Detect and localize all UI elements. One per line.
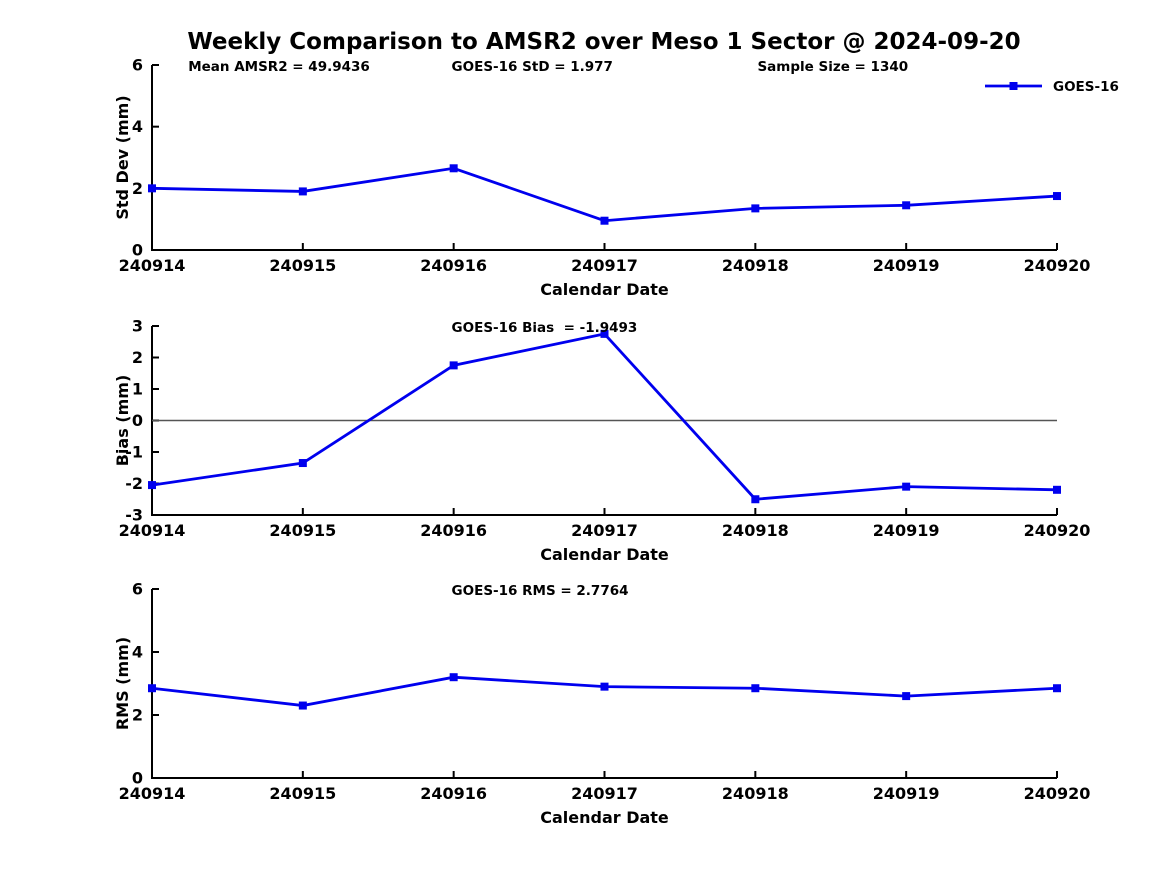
goes16-marker [1053,485,1061,494]
goes16-marker [148,481,156,490]
y-tick-label: -3 [125,506,143,525]
y-axis-label: Bias (mm) [113,375,132,467]
figure-title: Weekly Comparison to AMSR2 over Meso 1 S… [187,29,1020,55]
y-tick-label: 2 [132,706,143,725]
x-axis-label: Calendar Date [540,808,669,827]
y-tick-label: 1 [132,380,143,399]
goes16-marker [751,204,760,213]
y-tick-label: 6 [132,56,143,75]
x-tick-label: 240918 [722,256,789,275]
goes16-line [151,332,1058,501]
charts-root: 0 2 4 6 240914 240915 240916 240917 240918 240919… [113,56,1119,828]
x-tick-label: 240915 [269,521,336,540]
annotation: Sample Size = 1340 [757,59,908,75]
y-tick-label: 6 [132,580,143,599]
goes16-marker [148,684,156,693]
goes16-marker [1053,684,1061,693]
x-axis-label: Calendar Date [540,545,669,564]
goes16-marker [751,495,760,504]
bias-chart: -3 -2 -1 0 1 2 3 240914 240915 240916 240917 240918… [113,317,1090,565]
x-tick-label: 240920 [1024,784,1091,803]
y-axis-label: Std Dev (mm) [113,95,132,219]
goes16-marker [751,684,760,693]
goes16-marker [298,701,307,710]
x-tick-label: 240917 [571,256,638,275]
legend-label: GOES-16 [1053,79,1119,95]
goes16-marker [148,184,156,193]
x-tick-label: 240916 [420,256,487,275]
y-tick-label: 4 [132,643,143,662]
legend-marker [1009,82,1018,90]
y-axis-label: RMS (mm) [113,637,132,730]
x-tick-label: 240920 [1024,256,1091,275]
goes16-marker [902,692,911,701]
x-tick-label: 240914 [119,784,186,803]
x-tick-label: 240919 [873,256,940,275]
x-tick-label: 240918 [722,784,789,803]
goes16-marker [600,682,609,691]
y-tick-label: 3 [132,317,143,336]
goes16-marker [600,329,609,338]
annotation: GOES-16 Bias = -1.9493 [452,320,638,336]
y-tick-label: 2 [132,348,143,367]
goes16-marker [902,482,911,491]
x-tick-label: 240919 [873,784,940,803]
x-tick-label: 240916 [420,521,487,540]
annotation: Mean AMSR2 = 49.9436 [188,59,370,75]
y-tick-label: 4 [132,117,143,136]
goes16-marker [298,187,307,196]
y-tick-label: 0 [132,241,143,260]
goes16-marker [449,164,458,173]
x-tick-label: 240920 [1024,521,1091,540]
goes16-marker [449,361,458,370]
x-tick-label: 240915 [269,784,336,803]
x-tick-label: 240915 [269,256,336,275]
y-tick-label: 0 [132,411,143,430]
y-tick-label: 2 [132,179,143,198]
x-tick-label: 240917 [571,784,638,803]
goes16-marker [298,459,307,468]
x-tick-label: 240918 [722,521,789,540]
stddev-chart: 0 2 4 6 240914 240915 240916 240917 240918 240919… [113,56,1119,300]
x-tick-label: 240916 [420,784,487,803]
rms-chart: 0 2 4 6 240914 240915 240916 240917 240918 240919… [113,580,1090,828]
x-tick-label: 240914 [119,521,186,540]
x-tick-label: 240919 [873,521,940,540]
goes16-marker [600,216,609,225]
x-axis-label: Calendar Date [540,280,669,299]
x-tick-label: 240917 [571,521,638,540]
annotation: GOES-16 StD = 1.977 [452,59,613,75]
goes16-line [151,166,1058,223]
annotation: GOES-16 RMS = 2.7764 [452,583,629,599]
y-tick-label: -2 [125,474,143,493]
goes16-marker [902,201,911,210]
goes16-line [151,675,1058,707]
y-tick-label: 0 [132,769,143,788]
goes16-marker [1053,192,1061,201]
legend: GOES-16 [985,79,1119,95]
y-tick-label: -1 [125,443,143,462]
goes16-marker [449,673,458,682]
x-tick-label: 240914 [119,256,186,275]
